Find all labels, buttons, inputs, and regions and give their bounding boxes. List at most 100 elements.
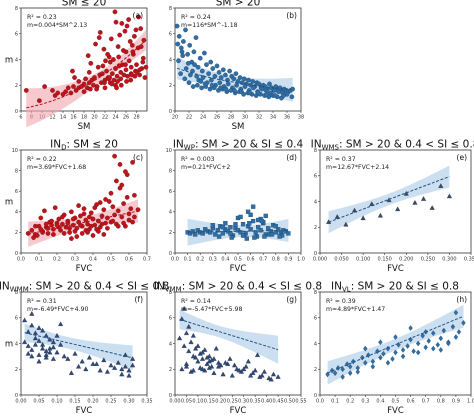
data-point bbox=[266, 226, 271, 231]
data-point bbox=[81, 81, 87, 87]
panel-title: INWMS: SM > 20 & 0.4 < SI ≤ 0.8 bbox=[311, 139, 474, 152]
data-point bbox=[213, 345, 219, 351]
x-tick-label: 0.30 bbox=[238, 399, 249, 405]
data-point bbox=[220, 225, 226, 230]
title-rest: : SM > 20 & 0.4 < SI ≤ 0.8 bbox=[29, 281, 169, 293]
y-tick-label: 2 bbox=[169, 83, 172, 89]
data-point bbox=[204, 361, 210, 366]
data-point bbox=[83, 76, 88, 82]
data-point bbox=[78, 213, 83, 219]
data-point bbox=[251, 85, 256, 91]
title-subscript: VMM bbox=[165, 286, 182, 294]
data-point bbox=[183, 363, 190, 369]
y-tick-label: 6 bbox=[169, 316, 172, 322]
r-squared-label: R² = 0.003 bbox=[181, 156, 215, 163]
data-point bbox=[179, 49, 185, 55]
y-axis-label: m bbox=[5, 340, 13, 350]
data-point bbox=[119, 182, 125, 188]
data-point bbox=[72, 75, 77, 80]
data-point bbox=[138, 44, 144, 49]
data-point bbox=[183, 330, 190, 336]
data-point bbox=[140, 59, 146, 65]
x-tick-label: 28 bbox=[133, 115, 139, 121]
fit-equation-label: m=-5.47*FVC+5.98 bbox=[181, 306, 242, 313]
fit-equation-label: m=12.67*FVC+2.14 bbox=[326, 164, 389, 171]
data-point bbox=[269, 232, 275, 237]
data-point bbox=[38, 215, 44, 221]
data-point bbox=[107, 75, 113, 80]
data-point bbox=[262, 234, 267, 239]
data-point bbox=[86, 70, 92, 75]
data-point bbox=[118, 70, 124, 75]
data-point bbox=[408, 325, 413, 331]
data-point bbox=[239, 80, 245, 86]
data-point bbox=[132, 192, 137, 198]
panel-h: INVL: SM > 20 & SI ≤ 0.8 0.0 0.1 0.2 0.3 0.4 0… bbox=[314, 281, 474, 417]
data-point bbox=[40, 327, 46, 333]
data-point bbox=[220, 67, 226, 73]
y-axis-label: m bbox=[5, 56, 13, 66]
data-point bbox=[348, 363, 353, 370]
panel-g: INVMM: SM > 20 & 0.4 < SI ≤ 0.80.00 0.05 0… bbox=[154, 281, 322, 417]
data-point bbox=[202, 347, 208, 352]
data-point bbox=[256, 217, 261, 223]
x-tick-label: 0.6 bbox=[247, 257, 255, 263]
x-tick-label: 0.7 bbox=[259, 257, 267, 263]
data-point bbox=[453, 309, 459, 316]
data-point bbox=[223, 72, 228, 78]
panel-title: INWP: SM > 20 & SI ≤ 0.4 bbox=[173, 139, 304, 152]
data-point bbox=[76, 203, 81, 208]
data-point bbox=[101, 232, 107, 237]
data-point bbox=[206, 365, 212, 370]
data-point bbox=[275, 374, 281, 379]
r-squared-label: R² = 0.23 bbox=[27, 14, 57, 21]
x-tick-label: 0.4 bbox=[376, 399, 384, 405]
data-point bbox=[208, 59, 214, 65]
data-point bbox=[213, 232, 218, 237]
data-point bbox=[81, 211, 87, 217]
data-point bbox=[385, 345, 391, 352]
data-point bbox=[112, 212, 117, 218]
data-point bbox=[71, 84, 76, 89]
y-tick-label: 2 bbox=[15, 230, 18, 236]
x-tick-label: 26 bbox=[214, 115, 220, 121]
y-tick-label: 10 bbox=[166, 148, 172, 154]
x-tick-label: 26 bbox=[123, 115, 129, 121]
data-point bbox=[209, 82, 215, 88]
r-squared-label: R² = 0.22 bbox=[27, 156, 57, 163]
data-point bbox=[210, 66, 216, 71]
r-squared-label: R² = 0.14 bbox=[181, 298, 211, 305]
data-point bbox=[188, 339, 194, 345]
data-point bbox=[129, 72, 135, 78]
data-point bbox=[220, 371, 226, 377]
x-tick-label: 0.5 bbox=[107, 257, 115, 263]
data-point bbox=[99, 213, 105, 219]
x-tick-label: 0.10 bbox=[51, 399, 62, 405]
data-point bbox=[206, 71, 211, 77]
data-point bbox=[215, 363, 222, 369]
fit-equation-label: m=4.89*FVC+1.47 bbox=[326, 306, 385, 313]
x-tick-label: 0.5 bbox=[392, 399, 400, 405]
data-point bbox=[426, 338, 431, 344]
data-point bbox=[58, 341, 64, 347]
panel-title: SM > 20 bbox=[216, 0, 261, 9]
data-point bbox=[114, 178, 119, 184]
data-point bbox=[101, 46, 107, 52]
data-point bbox=[124, 23, 130, 29]
data-point bbox=[130, 160, 135, 165]
data-point bbox=[134, 62, 139, 68]
fit-equation-label: m=116*SM^-1.18 bbox=[181, 22, 238, 29]
x-tick-label: 0.25 bbox=[227, 399, 238, 405]
data-point bbox=[199, 349, 206, 355]
data-point bbox=[40, 345, 46, 351]
panel-f: INWMM: SM > 20 & 0.4 < SI ≤ 0.80.00 0.05 0… bbox=[0, 281, 169, 417]
data-point bbox=[179, 366, 185, 372]
data-point bbox=[332, 370, 338, 376]
data-point bbox=[214, 63, 220, 69]
data-point bbox=[115, 223, 121, 229]
data-point bbox=[236, 367, 242, 373]
data-point bbox=[340, 366, 345, 373]
data-point bbox=[250, 79, 256, 84]
y-tick-label: 10 bbox=[12, 148, 18, 154]
